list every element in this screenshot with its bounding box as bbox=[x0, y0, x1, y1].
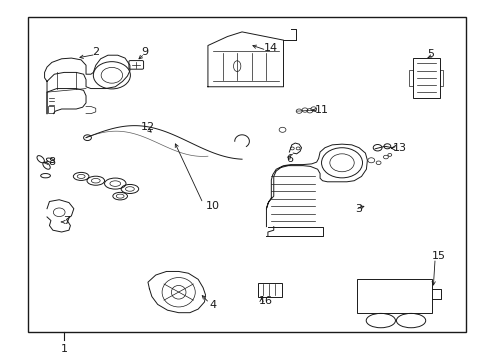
Text: 5: 5 bbox=[427, 49, 433, 59]
Bar bbox=[412, 58, 439, 98]
Text: 16: 16 bbox=[258, 296, 272, 306]
Text: 8: 8 bbox=[48, 157, 55, 167]
Text: 9: 9 bbox=[141, 46, 148, 57]
Text: 15: 15 bbox=[431, 251, 445, 261]
Text: 7: 7 bbox=[63, 216, 70, 225]
Bar bbox=[439, 70, 443, 86]
Text: 3: 3 bbox=[355, 204, 362, 215]
Text: 10: 10 bbox=[205, 201, 219, 211]
Text: 11: 11 bbox=[314, 105, 328, 115]
Text: 13: 13 bbox=[392, 143, 406, 153]
Bar bbox=[48, 106, 54, 113]
Bar bbox=[408, 70, 412, 86]
Text: 12: 12 bbox=[141, 122, 155, 132]
Text: 1: 1 bbox=[61, 344, 67, 354]
Text: 14: 14 bbox=[264, 43, 278, 53]
Text: 2: 2 bbox=[92, 47, 99, 57]
Bar bbox=[356, 279, 431, 313]
Text: 6: 6 bbox=[285, 154, 292, 164]
Text: 4: 4 bbox=[209, 300, 216, 310]
Bar bbox=[27, 17, 466, 332]
Bar bbox=[258, 283, 281, 297]
